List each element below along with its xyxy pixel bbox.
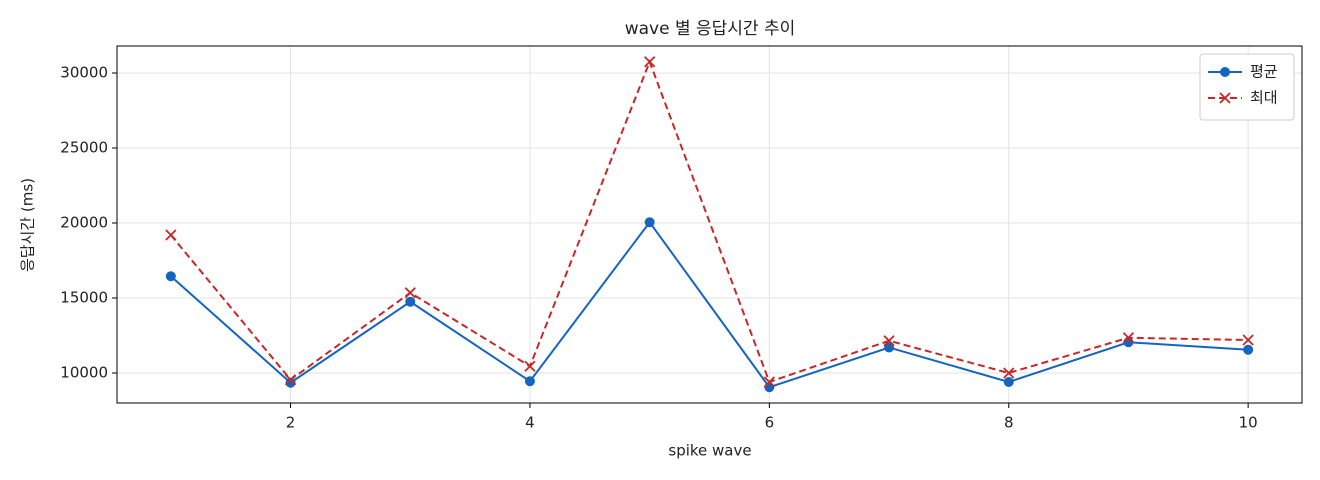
y-axis-label: 응답시간 (ms): [19, 178, 37, 272]
marker: [1242, 334, 1254, 346]
x-tick-label: 10: [1239, 414, 1258, 432]
y-tick-label: 25000: [60, 139, 108, 157]
x-tick-label: 8: [1004, 414, 1014, 432]
marker: [763, 376, 775, 388]
y-tick-label: 20000: [60, 214, 108, 232]
x-tick-label: 6: [765, 414, 775, 432]
marker: [1243, 344, 1254, 355]
marker: [1003, 367, 1015, 379]
marker: [524, 360, 536, 372]
marker: [764, 382, 775, 393]
marker: [883, 335, 895, 347]
marker: [404, 287, 416, 299]
legend-frame: [1199, 53, 1295, 121]
series-line: [170, 58, 1249, 384]
legend-label: 최대: [1250, 89, 1278, 107]
x-axis-label: spike wave: [668, 442, 751, 460]
marker: [1122, 332, 1135, 344]
marker: [165, 271, 176, 282]
chart-title: wave 별 응답시간 추이: [625, 19, 796, 39]
plot-frame: [116, 45, 1303, 404]
x-tick-label: 4: [525, 414, 535, 432]
marker: [405, 296, 416, 307]
marker: [1220, 67, 1230, 77]
y-tick-label: 30000: [60, 64, 108, 82]
marker: [285, 377, 296, 388]
marker: [165, 229, 177, 241]
marker: [884, 342, 895, 353]
marker: [284, 374, 297, 386]
legend-label: 평균: [1250, 63, 1278, 81]
series-line: [170, 220, 1249, 389]
marker: [1219, 92, 1231, 104]
marker: [524, 376, 535, 387]
x-tick-label: 2: [286, 414, 296, 432]
y-tick-label: 10000: [60, 364, 108, 382]
y-tick-label: 15000: [60, 289, 108, 307]
marker: [644, 217, 655, 228]
marker: [644, 56, 656, 68]
marker: [1003, 377, 1014, 387]
